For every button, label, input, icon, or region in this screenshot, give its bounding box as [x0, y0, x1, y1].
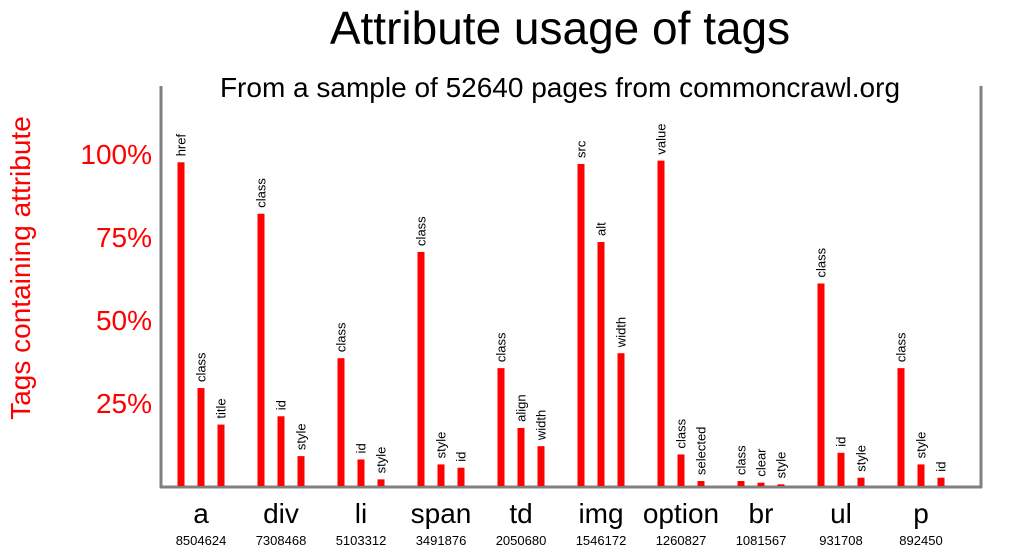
tag-count-label: 892450 — [899, 533, 942, 548]
bar-a-href — [177, 162, 185, 487]
bar-ul-style — [857, 477, 865, 486]
y-ticks: 25% 50% 75% 100% — [80, 139, 152, 419]
tag-count-label: 7308468 — [256, 533, 307, 548]
chart-subtitle: From a sample of 52640 pages from common… — [220, 72, 900, 103]
tag-count-label: 931708 — [819, 533, 862, 548]
attribute-label: id — [454, 452, 469, 462]
category-label: div — [263, 498, 299, 529]
category-label: span — [411, 498, 472, 529]
bar-li-id — [357, 459, 365, 486]
tag-count-label: 1081567 — [736, 533, 787, 548]
y-axis-label: Tags containing attribute — [5, 116, 36, 420]
tag-count-label: 3491876 — [416, 533, 467, 548]
attribute-label: class — [254, 178, 269, 208]
category-label: li — [355, 498, 367, 529]
bar-td-class — [497, 368, 505, 486]
bar-img-width — [617, 353, 625, 486]
bar-span-id — [457, 467, 465, 486]
attribute-label: id — [274, 400, 289, 410]
bar-img-alt — [597, 241, 605, 486]
chart-title: Attribute usage of tags — [330, 2, 790, 54]
attribute-label: id — [834, 437, 849, 447]
y-tick-label: 100% — [80, 139, 152, 170]
tag-count-label: 1546172 — [576, 533, 627, 548]
category-labels: a 8504624 div 7308468 li 5103312 span 3491876 td… — [176, 498, 943, 548]
attribute-label: width — [614, 317, 629, 348]
category-label: br — [749, 498, 774, 529]
tag-count-label: 5103312 — [336, 533, 387, 548]
category-label: ul — [830, 498, 852, 529]
attribute-label: class — [494, 332, 509, 362]
attribute-label: style — [374, 447, 389, 474]
attribute-label: style — [434, 432, 449, 459]
y-tick-label: 75% — [96, 222, 152, 253]
attribute-label: selected — [694, 427, 709, 475]
category-label: p — [913, 498, 929, 529]
attribute-label: clear — [754, 448, 769, 477]
bar-img-src — [577, 163, 585, 486]
bar-br-style — [777, 484, 785, 486]
category-label: img — [578, 498, 623, 529]
y-tick-label: 50% — [96, 305, 152, 336]
attribute-label: href — [174, 134, 189, 157]
bar-span-class — [417, 251, 425, 486]
tag-count-label: 8504624 — [176, 533, 227, 548]
attribute-label: title — [214, 398, 229, 418]
y-tick-label: 25% — [96, 388, 152, 419]
bar-div-class — [257, 213, 265, 486]
bar-div-id — [277, 416, 285, 486]
attribute-label: alt — [594, 222, 609, 236]
attribute-label: src — [574, 140, 589, 158]
tag-count-label: 2050680 — [496, 533, 547, 548]
bar-br-clear — [757, 482, 765, 486]
attribute-label: class — [334, 322, 349, 352]
attribute-label: value — [654, 124, 669, 155]
bar-p-style — [917, 464, 925, 486]
bar-p-class — [897, 368, 905, 486]
attribute-label: class — [674, 418, 689, 448]
attribute-label: width — [534, 410, 549, 441]
bar-td-width — [537, 446, 545, 486]
bar-option-class — [677, 454, 685, 486]
tag-count-label: 1260827 — [656, 533, 707, 548]
bar-span-style — [437, 464, 445, 486]
bar-a-title — [217, 424, 225, 486]
bar-ul-class — [817, 283, 825, 486]
attribute-label: id — [934, 462, 949, 472]
attribute-label: style — [294, 423, 309, 450]
attribute-label: class — [734, 445, 749, 475]
category-label: option — [643, 498, 719, 529]
bar-li-class — [337, 358, 345, 486]
attribute-label: id — [354, 443, 369, 453]
attribute-label: style — [774, 452, 789, 479]
bar-ul-id — [837, 452, 845, 486]
attribute-label: class — [894, 332, 909, 362]
bar-br-class — [737, 481, 745, 486]
attribute-label: align — [514, 394, 529, 421]
category-label: td — [509, 498, 532, 529]
attribute-label: style — [854, 445, 869, 472]
bar-option-selected — [697, 481, 705, 486]
attribute-label: class — [814, 247, 829, 277]
bar-option-value — [657, 160, 665, 486]
category-label: a — [193, 498, 209, 529]
bar-a-class — [197, 388, 205, 486]
bar-p-id — [937, 477, 945, 486]
bar-li-style — [377, 479, 385, 486]
attribute-label: class — [194, 352, 209, 382]
bar-div-style — [297, 456, 305, 486]
bar-td-align — [517, 427, 525, 486]
attribute-label: class — [414, 216, 429, 246]
attribute-label: style — [914, 432, 929, 459]
